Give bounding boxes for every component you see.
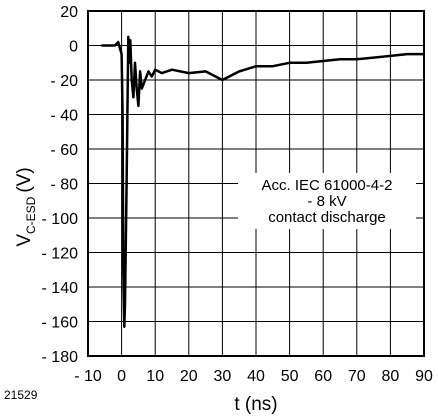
annotation-line-3: contact discharge [268, 209, 386, 226]
y-tick-label: - 80 [50, 177, 78, 194]
x-tick-label: 20 [180, 368, 198, 385]
figure-id: 21529 [4, 388, 38, 402]
trace-group [101, 35, 424, 328]
x-tick-label: 80 [382, 368, 400, 385]
annotation-box: Acc. IEC 61000-4-2 - 8 kV contact discha… [238, 173, 416, 229]
y-tick-label: - 140 [42, 280, 79, 297]
x-tick-label: - 10 [74, 368, 102, 385]
annotation-background [238, 173, 416, 229]
x-tick-labels: - 10 0 10 20 30 40 50 60 70 80 90 [74, 368, 433, 385]
y-tick-labels: 20 0 - 20 - 40 - 60 - 80 - 100 - 120 - 140 - 160 -… [42, 4, 79, 366]
y-tick-label: 0 [69, 39, 78, 56]
x-tick-label: 40 [247, 368, 265, 385]
y-axis-title-subscript: C-ESD [24, 196, 38, 234]
x-tick-label: 30 [214, 368, 232, 385]
y-tick-label: - 40 [50, 108, 78, 125]
plot-frame [87, 10, 425, 357]
y-tick-label: - 120 [42, 246, 79, 263]
y-axis-title-unit: (V) [14, 167, 35, 192]
x-tick-label: 0 [117, 368, 126, 385]
x-axis-title: t (ns) [234, 394, 277, 415]
annotation-line-2: - 8 kV [307, 193, 346, 210]
x-tick-label: 90 [415, 368, 433, 385]
x-tick-label: 60 [314, 368, 332, 385]
x-tick-label: 10 [146, 368, 164, 385]
annotation-line-1: Acc. IEC 61000-4-2 [262, 177, 393, 194]
y-tick-label: - 100 [42, 211, 79, 228]
y-tick-label: - 20 [50, 73, 78, 90]
y-tick-label: - 160 [42, 315, 79, 332]
y-tick-label: - 180 [42, 349, 79, 366]
x-tick-label: 70 [348, 368, 366, 385]
y-tick-label: 20 [60, 4, 78, 21]
voltage-trace [101, 35, 424, 328]
y-tick-label: - 60 [50, 142, 78, 159]
y-axis-title-main: V [14, 234, 35, 247]
x-tick-label: 50 [281, 368, 299, 385]
y-axis-title: VC-ESD (V) [14, 167, 38, 246]
